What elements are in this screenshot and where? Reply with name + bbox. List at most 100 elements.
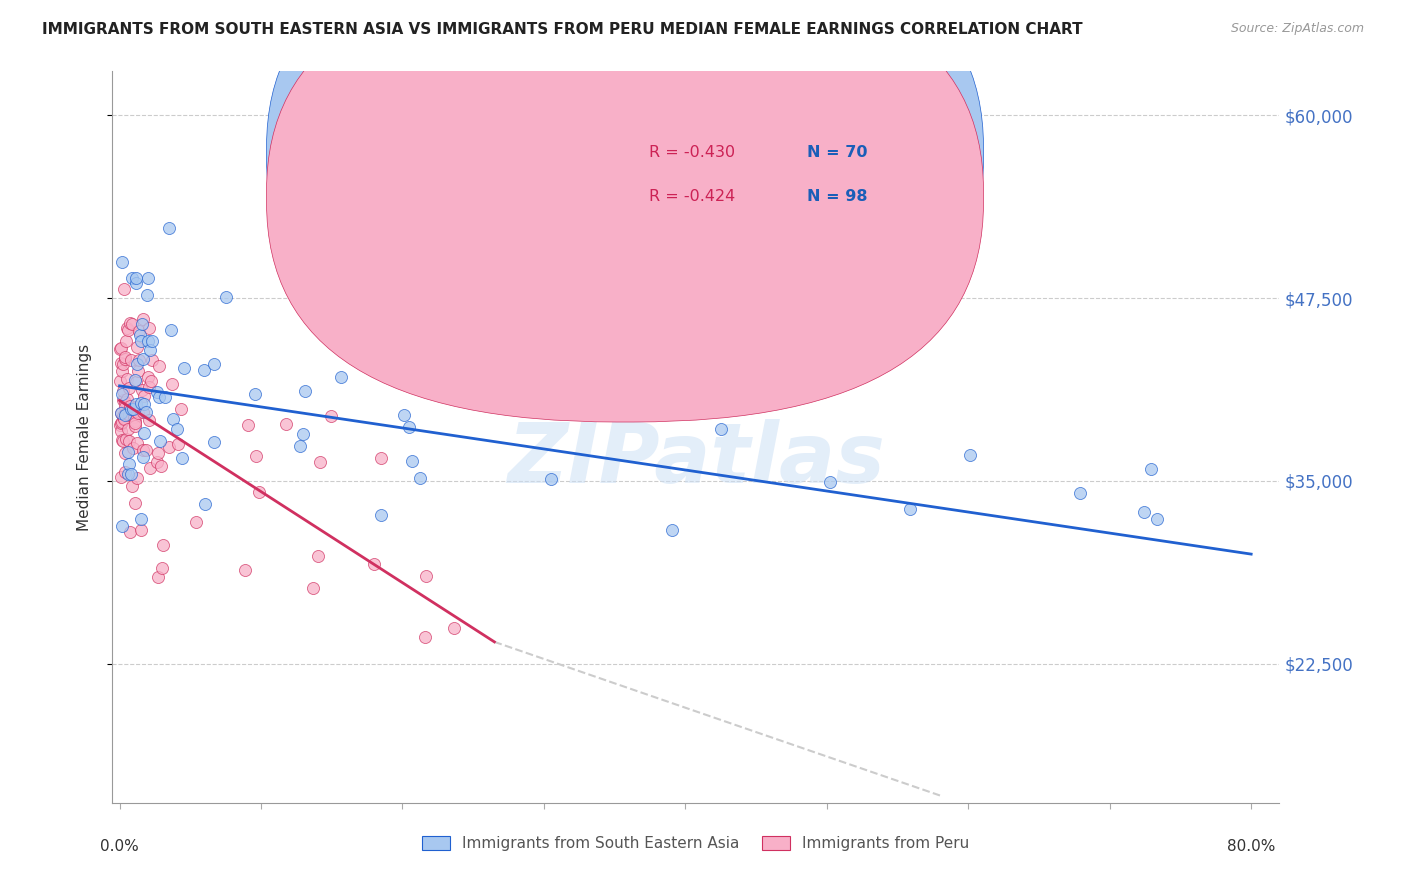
Point (111, 364, 134, 378)
Point (146, 455, 169, 469)
Point (243, 387, 266, 401)
Point (148, 359, 170, 374)
Point (202, 357, 225, 371)
Point (131, 351, 153, 366)
Point (110, 341, 132, 355)
Point (132, 389, 155, 403)
Point (136, 271, 159, 285)
Point (138, 370, 160, 384)
Point (409, 471, 432, 485)
Text: ZIPatlas: ZIPatlas (508, 418, 884, 500)
Point (139, 461, 162, 475)
Point (1133, 505, 1156, 519)
Point (125, 340, 148, 354)
Point (1069, 486, 1091, 500)
Point (132, 397, 155, 411)
Point (124, 373, 146, 387)
Text: R = -0.424: R = -0.424 (650, 189, 735, 204)
Point (111, 434, 134, 449)
Point (124, 276, 146, 290)
Point (898, 501, 921, 516)
Point (112, 282, 135, 296)
Point (114, 406, 136, 420)
Point (138, 343, 160, 358)
Text: N = 70: N = 70 (807, 145, 868, 161)
Point (415, 630, 437, 644)
Point (110, 416, 132, 430)
Point (125, 401, 148, 415)
Point (307, 549, 329, 563)
Point (127, 470, 149, 484)
Point (135, 405, 157, 419)
Point (114, 350, 136, 364)
Point (710, 422, 733, 436)
Point (398, 420, 420, 434)
Point (118, 409, 141, 423)
Point (214, 290, 236, 304)
Point (115, 372, 138, 386)
Point (110, 356, 132, 370)
Point (125, 376, 148, 390)
Point (115, 432, 138, 446)
Point (120, 399, 142, 413)
Point (141, 352, 163, 367)
Point (129, 396, 152, 410)
Point (302, 581, 325, 595)
Point (124, 414, 146, 428)
Legend: Immigrants from South Eastern Asia, Immigrants from Peru: Immigrants from South Eastern Asia, Immi… (416, 830, 976, 857)
Point (540, 472, 562, 486)
Point (117, 323, 139, 337)
Point (112, 357, 135, 371)
Point (288, 280, 311, 294)
Point (114, 465, 136, 479)
Point (115, 392, 138, 406)
Point (392, 408, 415, 422)
Point (370, 450, 392, 465)
Point (184, 515, 207, 529)
Point (132, 450, 155, 464)
Point (470, 305, 492, 319)
Point (292, 427, 315, 442)
Point (131, 317, 153, 331)
Point (120, 352, 142, 367)
Point (117, 467, 139, 482)
Point (146, 385, 169, 400)
FancyBboxPatch shape (603, 122, 905, 218)
Point (112, 409, 135, 423)
Point (193, 363, 215, 377)
Point (110, 374, 132, 388)
Point (138, 413, 160, 427)
Point (141, 374, 163, 388)
Point (120, 467, 142, 481)
Text: N = 98: N = 98 (807, 189, 868, 204)
Point (121, 478, 143, 492)
Point (150, 560, 173, 574)
Point (111, 415, 134, 429)
Text: 0.0%: 0.0% (100, 839, 139, 855)
Point (162, 412, 184, 426)
Point (170, 402, 193, 417)
Point (128, 364, 150, 378)
Point (112, 384, 135, 399)
Point (152, 538, 174, 552)
Point (110, 406, 132, 420)
Point (111, 386, 134, 401)
Point (111, 518, 134, 533)
Point (114, 408, 136, 422)
Point (117, 445, 139, 459)
Point (148, 390, 170, 404)
Point (127, 435, 149, 450)
Point (290, 439, 312, 453)
Point (157, 440, 180, 454)
Point (110, 469, 132, 483)
Point (121, 317, 143, 331)
Point (153, 390, 176, 404)
Point (138, 380, 160, 394)
Point (115, 334, 138, 348)
Point (125, 397, 148, 411)
Point (247, 485, 270, 500)
Point (110, 406, 132, 420)
Point (170, 451, 193, 466)
Point (661, 523, 683, 537)
Point (329, 370, 352, 384)
